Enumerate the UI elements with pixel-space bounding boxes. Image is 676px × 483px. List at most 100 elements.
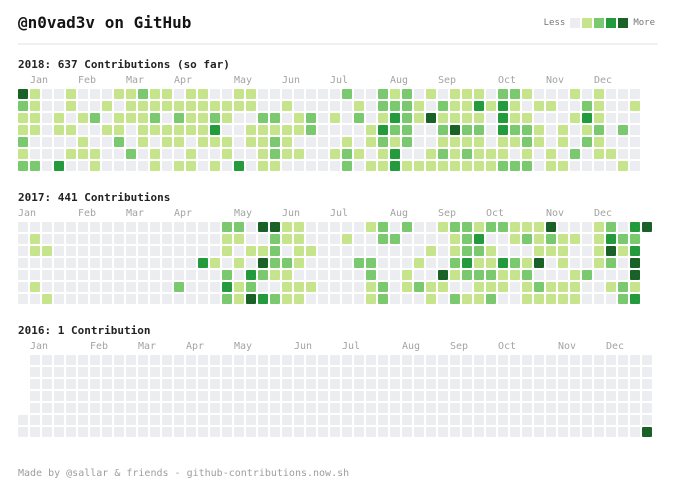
contribution-cell — [486, 137, 496, 147]
contribution-cell — [426, 113, 436, 123]
contribution-cell — [126, 149, 136, 159]
contribution-cell — [138, 161, 148, 171]
contribution-cell — [90, 355, 100, 365]
contribution-cell — [30, 234, 40, 244]
contribution-cell — [486, 294, 496, 304]
contribution-cell — [390, 137, 400, 147]
year-section: 2017: 441 Contributions Jan Feb Mar Apr May Ju… — [18, 191, 658, 304]
contribution-cell — [534, 125, 544, 135]
contribution-cell — [378, 101, 388, 111]
contribution-cell — [342, 379, 352, 389]
contribution-cell — [582, 113, 592, 123]
contribution-cell — [450, 101, 460, 111]
contribution-cell — [474, 89, 484, 99]
contribution-cell — [318, 101, 328, 111]
contribution-cell — [594, 125, 604, 135]
contribution-cell — [126, 125, 136, 135]
contribution-cell — [90, 234, 100, 244]
contribution-cell — [306, 246, 316, 256]
contribution-cell — [342, 282, 352, 292]
contribution-cell — [378, 282, 388, 292]
contribution-cell — [570, 427, 580, 437]
contribution-cell — [198, 258, 208, 268]
contribution-cell — [534, 222, 544, 232]
contribution-cell — [90, 113, 100, 123]
contribution-cell — [66, 101, 76, 111]
contribution-cell — [522, 101, 532, 111]
contribution-cell — [582, 258, 592, 268]
contribution-cell — [102, 246, 112, 256]
contribution-cell — [270, 137, 280, 147]
contribution-cell — [174, 222, 184, 232]
contribution-cell — [174, 355, 184, 365]
contribution-cell — [78, 415, 88, 425]
contribution-cell — [642, 403, 652, 413]
contribution-cell — [510, 125, 520, 135]
contribution-cell — [90, 258, 100, 268]
contribution-cell — [66, 403, 76, 413]
contribution-cell — [126, 391, 136, 401]
contribution-cell — [330, 282, 340, 292]
contribution-cell — [558, 403, 568, 413]
contribution-cell — [90, 367, 100, 377]
contribution-cell — [162, 246, 172, 256]
contribution-cell — [462, 379, 472, 389]
contribution-cell — [174, 137, 184, 147]
contribution-cell — [618, 113, 628, 123]
contribution-cell — [498, 282, 508, 292]
contribution-cell — [282, 149, 292, 159]
contribution-cell — [186, 222, 196, 232]
contribution-cell — [630, 282, 640, 292]
contribution-cell — [330, 379, 340, 389]
contribution-cell — [42, 403, 52, 413]
contribution-cell — [222, 391, 232, 401]
contribution-cell — [546, 125, 556, 135]
contribution-cell — [162, 270, 172, 280]
contribution-cell — [102, 427, 112, 437]
contribution-cell — [90, 246, 100, 256]
contribution-cell — [498, 294, 508, 304]
contribution-cell — [486, 427, 496, 437]
contribution-cell — [390, 391, 400, 401]
contribution-cell — [630, 89, 640, 99]
contribution-cell — [390, 89, 400, 99]
contribution-cell — [294, 391, 304, 401]
contribution-cell — [486, 282, 496, 292]
contribution-cell — [462, 415, 472, 425]
contribution-cell — [90, 379, 100, 389]
contribution-cell — [450, 270, 460, 280]
contribution-cell — [258, 270, 268, 280]
contribution-cell — [90, 222, 100, 232]
contribution-cell — [282, 222, 292, 232]
contribution-cell — [534, 282, 544, 292]
contribution-cell — [426, 137, 436, 147]
contribution-cell — [162, 379, 172, 389]
contribution-cell — [630, 258, 640, 268]
contribution-cell — [78, 379, 88, 389]
contribution-cell — [210, 89, 220, 99]
contribution-cell — [462, 282, 472, 292]
contribution-cell — [330, 149, 340, 159]
contribution-cell — [378, 379, 388, 389]
contribution-cell — [150, 258, 160, 268]
contribution-cell — [378, 234, 388, 244]
contribution-cell — [594, 294, 604, 304]
contribution-cell — [54, 113, 64, 123]
contribution-cell — [522, 125, 532, 135]
contribution-cell — [618, 282, 628, 292]
contribution-cell — [270, 415, 280, 425]
contribution-cell — [270, 125, 280, 135]
contribution-grid — [18, 222, 658, 304]
contribution-cell — [354, 149, 364, 159]
contribution-cell — [30, 391, 40, 401]
contribution-cell — [558, 282, 568, 292]
contribution-cell — [546, 379, 556, 389]
contribution-cell — [186, 101, 196, 111]
contribution-cell — [30, 101, 40, 111]
contribution-cell — [30, 294, 40, 304]
contribution-cell — [294, 270, 304, 280]
contribution-cell — [198, 113, 208, 123]
contribution-cell — [606, 222, 616, 232]
contribution-cell — [582, 379, 592, 389]
contribution-cell — [234, 113, 244, 123]
